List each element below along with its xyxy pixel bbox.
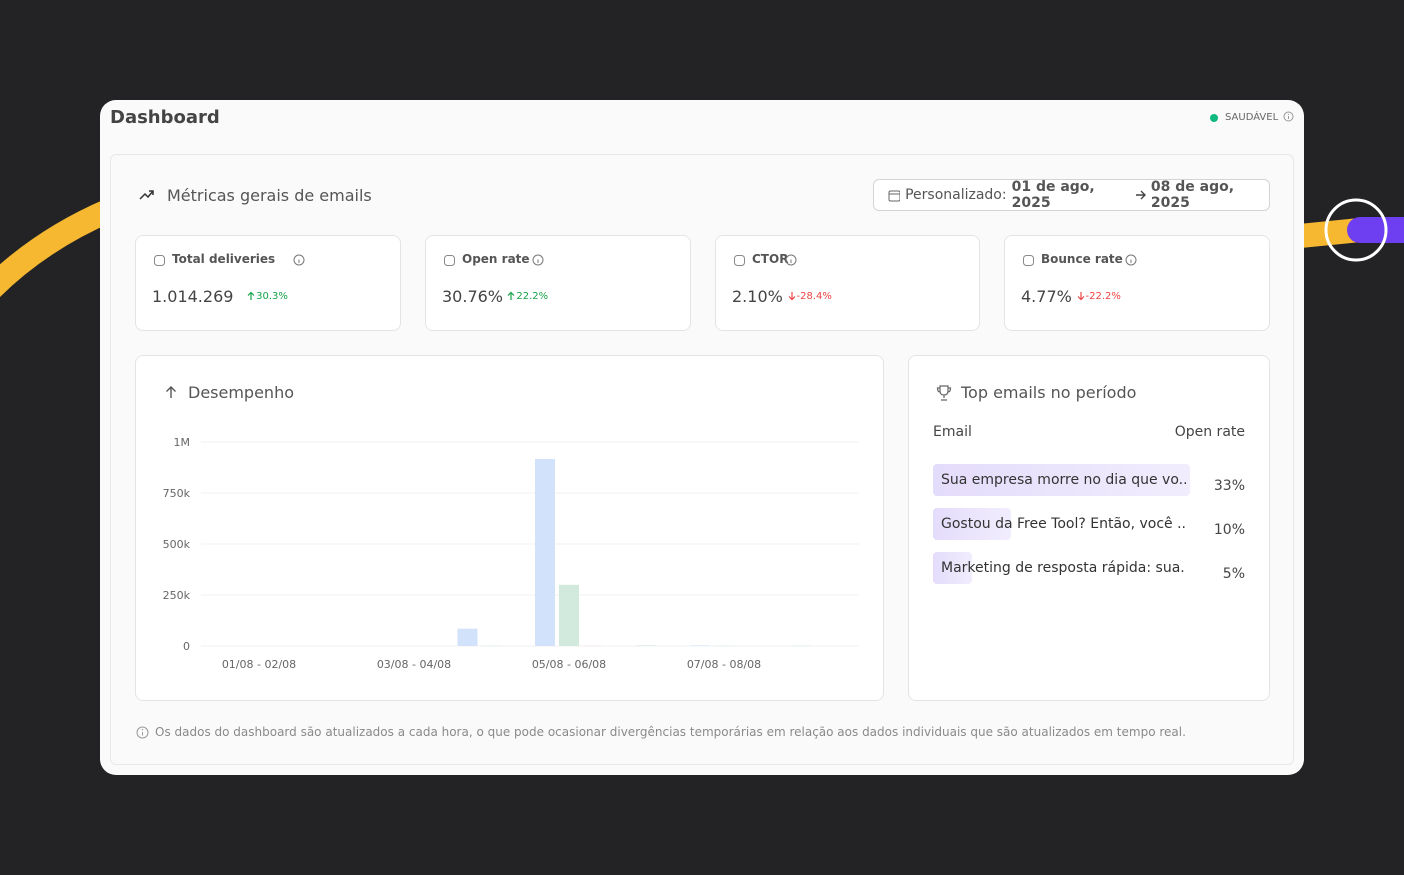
arrow — [507, 291, 515, 300]
bar — [457, 628, 478, 646]
arrow — [1077, 292, 1084, 301]
open-rate: 5% — [1222, 566, 1245, 582]
icon-shape — [444, 255, 455, 266]
chart: 0 250k 500k 750k 1M 01/08 - 02/08 03/08 - 04/0… — [163, 436, 859, 671]
date-start: 01 de ago, 2025 — [1011, 179, 1095, 211]
icon-shape — [734, 255, 745, 266]
panel — [110, 154, 1294, 765]
email-subject: Gostou da Free Tool? Então, você ... — [941, 516, 1186, 532]
metric-change: -28.4% — [796, 291, 832, 302]
info-circle — [785, 254, 797, 266]
status-dot — [1210, 114, 1218, 122]
trend-arrow — [507, 291, 515, 300]
y-tick-label: 1M — [174, 436, 191, 449]
y-tick-label: 250k — [163, 589, 191, 602]
trend-arrow — [247, 291, 255, 300]
metric-change: -22.2% — [1085, 291, 1121, 302]
trend-arrow — [1077, 292, 1084, 301]
info-icon[interactable] — [1283, 111, 1294, 122]
metric-card: Bounce rate 4.77% -22.2% — [1004, 235, 1270, 331]
metric-icon — [1023, 255, 1034, 266]
metric-card: Open rate 30.76% 22.2% — [425, 235, 691, 331]
info-circle — [532, 254, 544, 266]
column-header: Email — [933, 424, 972, 440]
metric-value: 1.014.269 — [152, 287, 234, 306]
icon-shape — [154, 255, 165, 266]
metric-label: CTOR — [752, 252, 789, 266]
y-tick-label: 0 — [183, 640, 190, 653]
metric-card: CTOR 2.10% -28.4% — [715, 235, 980, 331]
rate-bar — [933, 552, 972, 584]
metric-value: 2.10% — [732, 287, 783, 306]
status-label: SAUDÁVEL — [1225, 112, 1279, 123]
info-icon[interactable] — [532, 254, 544, 266]
calendar-icon — [888, 190, 901, 201]
bar — [535, 458, 555, 646]
decor-arc — [0, 198, 115, 298]
metric-change: 30.3% — [256, 291, 288, 302]
trend-arrow — [788, 292, 795, 301]
info-icon[interactable] — [785, 254, 797, 266]
trophy-icon — [936, 385, 952, 401]
metric-icon — [734, 255, 745, 266]
section-title: Métricas gerais de emails — [167, 186, 372, 205]
metric-value: 30.76% — [442, 287, 504, 306]
y-tick-label: 750k — [163, 487, 191, 500]
metric-card: Total deliveries 1.014.269 30.3% — [135, 235, 401, 331]
info-circle — [1125, 254, 1137, 266]
info-circle — [293, 254, 305, 266]
metric-label: Bounce rate — [1041, 252, 1123, 266]
bar — [636, 645, 657, 646]
metric-icon — [444, 255, 455, 266]
x-tick-label: 05/08 - 06/08 — [532, 658, 606, 671]
dashboard-title: Dashboard — [110, 107, 220, 128]
metric-change: 22.2% — [516, 291, 549, 302]
chart-title: Desempenho — [188, 383, 294, 402]
chart-card: Desempenho 0 250k 500k 750k 1M 01/08 - 02/08 0… — [135, 355, 884, 701]
trend-icon — [139, 190, 154, 200]
top-emails-card: Top emails no período Email Open rate Su… — [908, 355, 1270, 701]
decor-ring — [1324, 198, 1388, 262]
date-range-button[interactable]: Personalizado: 01 de ago, 2025 08 de ago… — [873, 179, 1270, 211]
open-rate: 33% — [1213, 478, 1245, 494]
arrow-up-icon — [166, 386, 176, 398]
metric-label: Open rate — [462, 252, 530, 266]
bar — [690, 645, 710, 646]
date-prefix: Personalizado: — [905, 187, 1007, 203]
footnote: Os dados do dashboard são atualizados a … — [155, 725, 1186, 739]
info-icon[interactable] — [293, 254, 305, 266]
arrow — [788, 292, 795, 301]
date-end: 08 de ago, 2025 — [1150, 179, 1235, 211]
icon-shape — [1023, 255, 1034, 266]
rate-bar — [933, 464, 1190, 496]
info-icon — [136, 726, 149, 739]
metric-icon — [154, 255, 165, 266]
arrow-icon — [1135, 190, 1146, 200]
column-header: Open rate — [1174, 424, 1245, 440]
rate-bar — [933, 508, 1011, 540]
x-tick-label: 01/08 - 02/08 — [222, 658, 296, 671]
top-emails-title: Top emails no período — [961, 383, 1137, 402]
open-rate: 10% — [1213, 522, 1245, 538]
x-tick-label: 03/08 - 04/08 — [377, 658, 451, 671]
x-tick-label: 07/08 - 08/08 — [687, 658, 761, 671]
bar — [559, 584, 579, 646]
info-icon[interactable] — [1125, 254, 1137, 266]
y-tick-label: 500k — [163, 538, 191, 551]
arrow — [247, 291, 255, 300]
email-subject: Sua empresa morre no dia que vo... — [941, 472, 1186, 488]
metric-value: 4.77% — [1021, 287, 1072, 306]
email-subject: Marketing de resposta rápida: sua... — [941, 560, 1186, 576]
metric-label: Total deliveries — [172, 252, 276, 266]
